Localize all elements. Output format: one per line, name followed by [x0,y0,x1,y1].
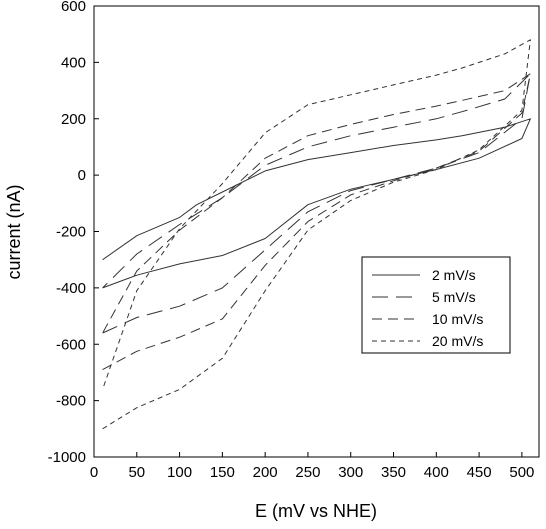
x-tick-label: 250 [295,464,320,481]
x-tick-label: 100 [167,464,192,481]
x-tick-label: 400 [424,464,449,481]
x-tick-label: 150 [210,464,235,481]
series-line-3 [102,73,531,371]
x-axis: 0 50 100 150 200 250 300 350 400 450 500 [90,452,534,481]
y-axis-label: current (nA) [4,184,24,279]
y-tick-label: -200 [56,224,86,241]
x-tick-label: 500 [509,464,534,481]
series-line-2 [102,73,531,334]
x-tick-label: 300 [338,464,363,481]
series-line-1 [102,118,531,289]
series-line-4 [102,39,531,430]
legend: 2 mV/s 5 mV/s 10 mV/s 20 mV/s [361,256,511,354]
x-tick-label: 350 [381,464,406,481]
x-tick-label: 200 [253,464,278,481]
y-tick-label: 200 [61,111,86,128]
y-tick-label: -800 [56,393,86,410]
plot-series [102,39,531,430]
y-tick-label: 400 [61,54,86,71]
y-tick-label: -600 [56,336,86,353]
legend-label: 10 mV/s [432,311,483,327]
x-tick-label: 0 [90,464,98,481]
y-tick-label: 0 [78,167,86,184]
x-tick-label: 50 [128,464,145,481]
y-axis: -1000 -800 -600 -400 -200 0 200 400 600 [48,0,99,466]
legend-label: 2 mV/s [432,267,476,283]
x-tick-label: 450 [467,464,492,481]
y-tick-label: 600 [61,0,86,15]
plot-frame [93,5,540,458]
x-axis-label: E (mV vs NHE) [255,501,377,521]
legend-label: 20 mV/s [432,333,483,349]
legend-box [361,256,511,354]
y-tick-label: -1000 [48,449,86,466]
legend-label: 5 mV/s [432,289,476,305]
y-tick-label: -400 [56,280,86,297]
